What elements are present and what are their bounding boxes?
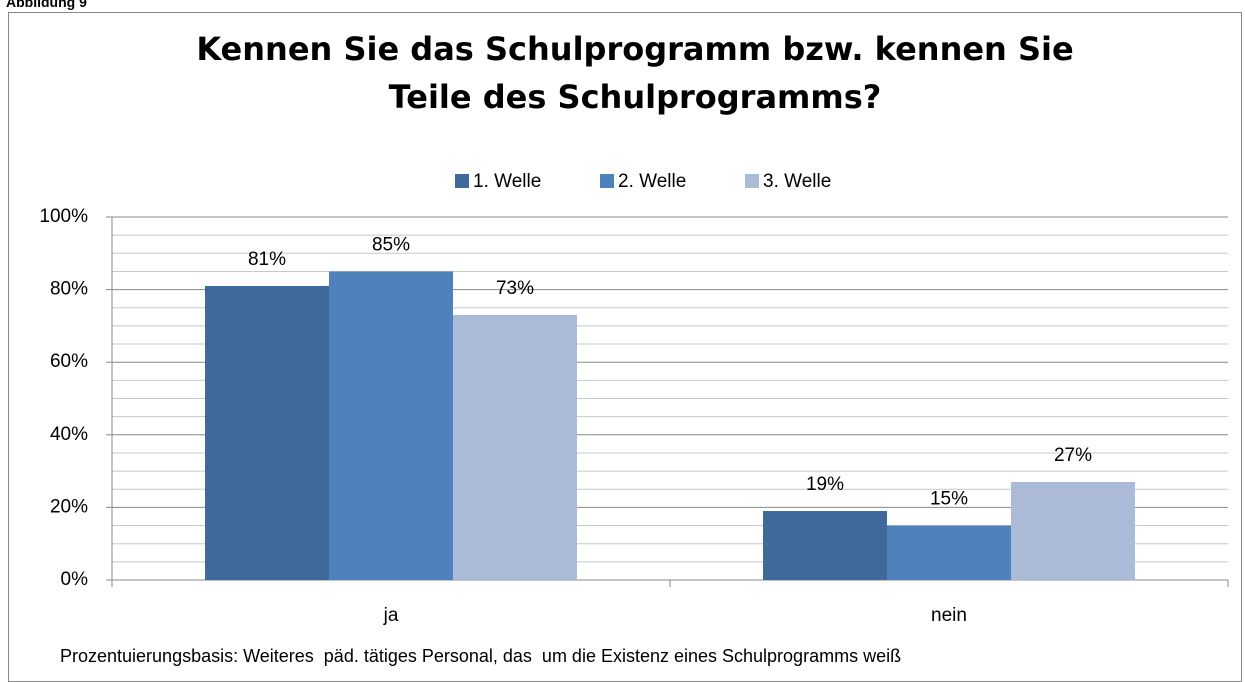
value-label: 73% xyxy=(496,278,534,299)
x-tick-label: ja xyxy=(383,605,399,626)
value-label: 19% xyxy=(806,474,844,495)
legend-swatch xyxy=(600,174,614,188)
bar xyxy=(1011,481,1135,580)
bar xyxy=(205,285,329,580)
legend-label: 1. Welle xyxy=(473,171,541,192)
legend-swatch xyxy=(745,174,759,188)
bar xyxy=(887,525,1011,580)
bar xyxy=(329,271,453,580)
y-tick-label: 100% xyxy=(39,206,88,227)
value-label: 27% xyxy=(1054,445,1092,466)
value-label: 81% xyxy=(248,249,286,270)
bar xyxy=(763,511,887,580)
y-tick-label: 0% xyxy=(61,569,89,590)
chart-title: Kennen Sie das Schulprogramm bzw. kennen… xyxy=(196,30,1074,116)
x-tick-label: nein xyxy=(931,605,967,626)
legend-label: 3. Welle xyxy=(763,171,831,192)
figure-label: Abbildung 9 xyxy=(6,0,87,10)
y-tick-label: 20% xyxy=(50,496,88,517)
bar xyxy=(453,315,577,580)
y-tick-label: 60% xyxy=(50,351,88,372)
value-label: 85% xyxy=(372,234,410,255)
legend-label: 2. Welle xyxy=(618,171,686,192)
value-label: 15% xyxy=(930,489,968,510)
y-tick-label: 80% xyxy=(50,279,88,300)
legend-swatch xyxy=(455,174,469,188)
footnote: Prozentuierungsbasis: Weiteres päd. täti… xyxy=(60,646,902,666)
y-tick-label: 40% xyxy=(50,424,88,445)
